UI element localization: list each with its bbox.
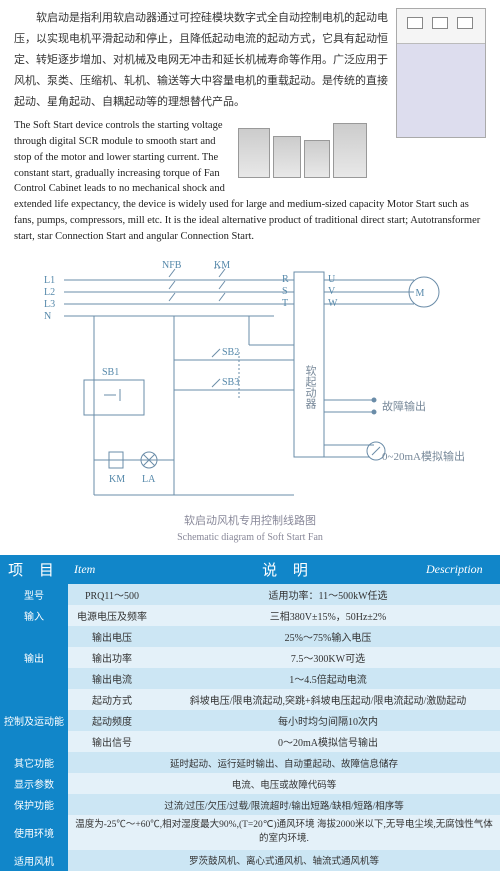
row-label: 显示参数 xyxy=(0,773,68,794)
row-mid: 输出电流 xyxy=(68,668,156,689)
devices-image xyxy=(238,108,388,178)
row-label: 使用环境 xyxy=(0,815,68,850)
svg-text:SB1: SB1 xyxy=(102,367,119,378)
row-value: 0～20mA模拟信号输出 xyxy=(156,731,500,752)
svg-text:故障输出: 故障输出 xyxy=(382,399,426,413)
svg-text:LA: LA xyxy=(142,474,156,485)
row-mid: 起动方式 xyxy=(68,689,156,710)
row-label: 输入 xyxy=(0,605,68,626)
row-mid: 电源电压及频率 xyxy=(68,605,156,626)
spec-table: 项 目 Item 说 明 Description 型号PRQ11～500适用功率… xyxy=(0,555,500,871)
svg-text:V: V xyxy=(328,286,336,297)
row-label: 型号 xyxy=(0,584,68,605)
row-label: 其它功能 xyxy=(0,752,68,773)
th-item-en: Item xyxy=(68,555,156,584)
row-value: 7.5～300KW可选 xyxy=(156,647,500,668)
row-mid: 起动频度 xyxy=(68,710,156,731)
row-value: 1～4.5倍起动电流 xyxy=(156,668,500,689)
svg-text:SB2: SB2 xyxy=(222,347,239,358)
row-label: 适用风机 xyxy=(0,850,68,871)
svg-text:M: M xyxy=(416,288,425,299)
row-value: 罗茨鼓风机、离心式通风机、轴流式通风机等 xyxy=(68,850,500,871)
svg-text:L1: L1 xyxy=(44,275,55,286)
svg-text:0~20mA模拟输出: 0~20mA模拟输出 xyxy=(382,449,465,463)
th-item-cn: 项 目 xyxy=(0,555,68,584)
svg-text:W: W xyxy=(328,298,338,309)
row-value: 电流、电压或故障代码等 xyxy=(68,773,500,794)
row-label: 输出 xyxy=(0,626,68,689)
svg-text:KM: KM xyxy=(214,260,230,271)
th-desc-en: Description xyxy=(420,555,500,584)
diagram-caption: 软启动风机专用控制线路图 Schematic diagram of Soft S… xyxy=(14,514,486,545)
row-value: 过流/过压/欠压/过载/限流超时/输出短路/缺相/短路/相序等 xyxy=(68,794,500,815)
schematic-diagram: L1 L2 L3 N NFB KM R S T U V W M SB1 SB2 … xyxy=(14,260,486,510)
svg-text:SB3: SB3 xyxy=(222,377,239,388)
svg-text:KM: KM xyxy=(109,474,125,485)
th-desc-cn: 说 明 xyxy=(156,555,420,584)
cabinet-image xyxy=(396,8,486,138)
row-value: 每小时均匀间隔10次内 xyxy=(156,710,500,731)
svg-text:R: R xyxy=(282,274,289,285)
row-value: 三相380V±15%，50Hz±2% xyxy=(156,605,500,626)
row-value: 温度为-25℃～+60℃,相对湿度最大90%,(T=20℃)通风环境 海拔200… xyxy=(68,815,500,850)
row-label: 控制及运动能 xyxy=(0,689,68,752)
svg-text:U: U xyxy=(328,274,336,285)
svg-text:N: N xyxy=(44,311,51,322)
row-mid: PRQ11～500 xyxy=(68,584,156,605)
svg-text:NFB: NFB xyxy=(162,260,182,271)
svg-text:S: S xyxy=(282,286,288,297)
row-value: 斜坡电压/限电流起动,突跳+斜坡电压起动/限电流起动/激励起动 xyxy=(156,689,500,710)
svg-text:L3: L3 xyxy=(44,299,55,310)
row-mid: 输出功率 xyxy=(68,647,156,668)
row-value: 延时起动、运行延时输出、自动重起动、故障信息储存 xyxy=(68,752,500,773)
row-value: 25%～75%输入电压 xyxy=(156,626,500,647)
row-value: 适用功率：11～500kW任选 xyxy=(156,584,500,605)
svg-text:L2: L2 xyxy=(44,287,55,298)
row-mid: 输出电压 xyxy=(68,626,156,647)
row-label: 保护功能 xyxy=(0,794,68,815)
svg-text:T: T xyxy=(282,298,288,309)
row-mid: 输出信号 xyxy=(68,731,156,752)
svg-text:软起动器: 软起动器 xyxy=(304,364,317,410)
